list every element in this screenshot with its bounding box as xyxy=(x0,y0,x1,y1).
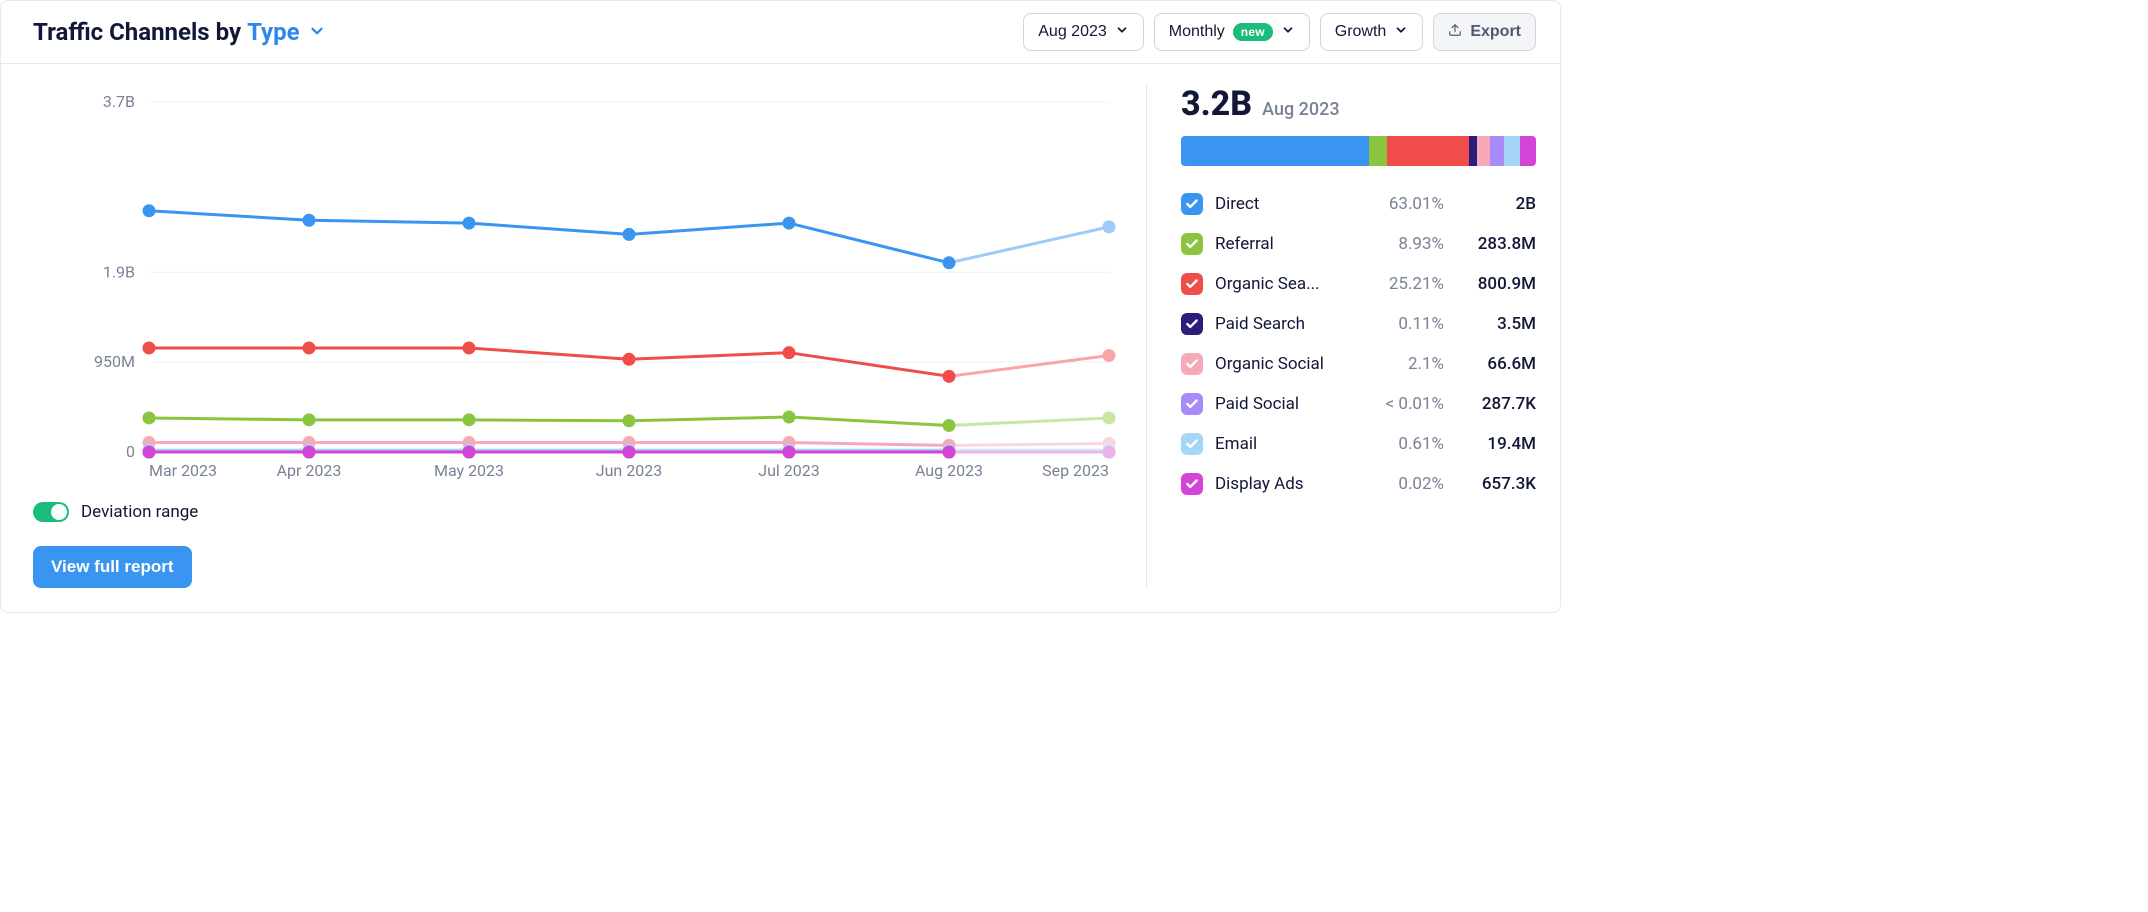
distribution-segment-paid_social xyxy=(1490,136,1504,166)
legend-checkbox-display_ads[interactable] xyxy=(1181,473,1203,495)
distribution-segment-direct xyxy=(1181,136,1369,166)
legend-row-paid_social[interactable]: Paid Social < 0.01% 287.7K xyxy=(1181,384,1536,424)
date-label: Aug 2023 xyxy=(1038,23,1107,41)
card-header: Traffic Channels by Type Aug 2023 Monthl… xyxy=(1,1,1560,64)
legend-row-paid_search[interactable]: Paid Search 0.11% 3.5M xyxy=(1181,304,1536,344)
date-picker[interactable]: Aug 2023 xyxy=(1023,13,1144,51)
legend-absolute: 800.9M xyxy=(1456,274,1536,294)
legend-absolute: 19.4M xyxy=(1456,434,1536,454)
legend-name: Display Ads xyxy=(1215,474,1346,494)
chevron-down-icon xyxy=(1394,23,1408,42)
svg-text:950M: 950M xyxy=(94,352,135,371)
legend-percent: 25.21% xyxy=(1358,274,1444,294)
distribution-segment-organic_social xyxy=(1477,136,1489,166)
svg-text:3.7B: 3.7B xyxy=(103,92,135,111)
svg-text:Jul 2023: Jul 2023 xyxy=(758,461,819,480)
deviation-toggle-row: Deviation range xyxy=(33,502,1126,522)
distribution-segment-referral xyxy=(1369,136,1387,166)
svg-text:Sep 2023: Sep 2023 xyxy=(1042,461,1109,480)
legend-percent: 0.61% xyxy=(1358,434,1444,454)
interval-picker[interactable]: Monthly new xyxy=(1154,13,1310,51)
distribution-segment-organic_search xyxy=(1387,136,1469,166)
new-badge: new xyxy=(1233,23,1273,41)
legend-name: Paid Search xyxy=(1215,314,1346,334)
legend-absolute: 3.5M xyxy=(1456,314,1536,334)
distribution-segment-display_ads xyxy=(1520,136,1536,166)
legend-checkbox-organic_search[interactable] xyxy=(1181,273,1203,295)
summary-period: Aug 2023 xyxy=(1262,99,1339,120)
legend-row-direct[interactable]: Direct 63.01% 2B xyxy=(1181,184,1536,224)
export-label: Export xyxy=(1470,23,1521,41)
distribution-segment-email xyxy=(1504,136,1520,166)
card-body: 0 950M 1.9B 3.7B Mar 2023 Apr 2023 May 2023 Jun… xyxy=(1,64,1560,612)
legend-checkbox-paid_search[interactable] xyxy=(1181,313,1203,335)
chart-column: 0 950M 1.9B 3.7B Mar 2023 Apr 2023 May 2023 Jun… xyxy=(33,84,1126,588)
title-prefix: Traffic Channels by xyxy=(33,18,241,46)
legend-absolute: 283.8M xyxy=(1456,234,1536,254)
legend: Direct 63.01% 2B Referral 8.93% 283.8M Organic… xyxy=(1181,184,1536,504)
legend-percent: 0.02% xyxy=(1358,474,1444,494)
legend-absolute: 66.6M xyxy=(1456,354,1536,374)
deviation-label: Deviation range xyxy=(81,502,198,522)
export-button[interactable]: Export xyxy=(1433,13,1536,51)
title-link-label: Type xyxy=(247,18,300,46)
legend-checkbox-organic_social[interactable] xyxy=(1181,353,1203,375)
header-controls: Aug 2023 Monthly new Growth Export xyxy=(1023,13,1536,51)
chevron-down-icon xyxy=(1115,23,1129,42)
legend-absolute: 287.7K xyxy=(1456,394,1536,414)
summary-total: 3.2B Aug 2023 xyxy=(1181,84,1536,124)
view-full-report-button[interactable]: View full report xyxy=(33,546,192,588)
legend-name: Referral xyxy=(1215,234,1346,254)
legend-row-organic_social[interactable]: Organic Social 2.1% 66.6M xyxy=(1181,344,1536,384)
metric-label: Growth xyxy=(1335,23,1387,41)
legend-checkbox-email[interactable] xyxy=(1181,433,1203,455)
legend-absolute: 2B xyxy=(1456,194,1536,214)
interval-label: Monthly xyxy=(1169,23,1225,41)
svg-text:1.9B: 1.9B xyxy=(103,262,135,281)
summary-column: 3.2B Aug 2023 Direct 63.01% 2B Referral 8.93… xyxy=(1146,84,1536,588)
legend-percent: 0.11% xyxy=(1358,314,1444,334)
legend-absolute: 657.3K xyxy=(1456,474,1536,494)
svg-text:0: 0 xyxy=(126,442,135,461)
legend-name: Organic Social xyxy=(1215,354,1346,374)
chart-footer: Deviation range View full report xyxy=(33,484,1126,588)
summary-value: 3.2B xyxy=(1181,84,1252,124)
traffic-line-chart: 0 950M 1.9B 3.7B Mar 2023 Apr 2023 May 2023 Jun… xyxy=(33,84,1123,484)
legend-percent: 63.01% xyxy=(1358,194,1444,214)
deviation-toggle[interactable] xyxy=(33,502,69,522)
metric-picker[interactable]: Growth xyxy=(1320,13,1424,51)
legend-name: Organic Sea... xyxy=(1215,274,1346,294)
legend-percent: 8.93% xyxy=(1358,234,1444,254)
legend-row-display_ads[interactable]: Display Ads 0.02% 657.3K xyxy=(1181,464,1536,504)
legend-row-organic_search[interactable]: Organic Sea... 25.21% 800.9M xyxy=(1181,264,1536,304)
legend-name: Direct xyxy=(1215,194,1346,214)
traffic-channels-card: Traffic Channels by Type Aug 2023 Monthl… xyxy=(0,0,1561,613)
upload-icon xyxy=(1448,23,1462,42)
svg-text:Mar 2023: Mar 2023 xyxy=(149,461,217,480)
chevron-down-icon xyxy=(1281,23,1295,42)
title-type-dropdown[interactable]: Type xyxy=(247,18,326,46)
distribution-segment-paid_search xyxy=(1469,136,1477,166)
distribution-bar xyxy=(1181,136,1536,166)
legend-row-referral[interactable]: Referral 8.93% 283.8M xyxy=(1181,224,1536,264)
legend-row-email[interactable]: Email 0.61% 19.4M xyxy=(1181,424,1536,464)
legend-name: Paid Social xyxy=(1215,394,1346,414)
svg-text:May 2023: May 2023 xyxy=(434,461,504,480)
card-title: Traffic Channels by Type xyxy=(33,18,326,46)
view-full-report-label: View full report xyxy=(51,557,174,577)
svg-text:Aug 2023: Aug 2023 xyxy=(915,461,983,480)
legend-percent: < 0.01% xyxy=(1358,394,1444,414)
svg-text:Jun 2023: Jun 2023 xyxy=(596,461,662,480)
legend-percent: 2.1% xyxy=(1358,354,1444,374)
legend-name: Email xyxy=(1215,434,1346,454)
svg-text:Apr 2023: Apr 2023 xyxy=(277,461,342,480)
legend-checkbox-referral[interactable] xyxy=(1181,233,1203,255)
chevron-down-icon xyxy=(308,18,326,46)
legend-checkbox-paid_social[interactable] xyxy=(1181,393,1203,415)
legend-checkbox-direct[interactable] xyxy=(1181,193,1203,215)
